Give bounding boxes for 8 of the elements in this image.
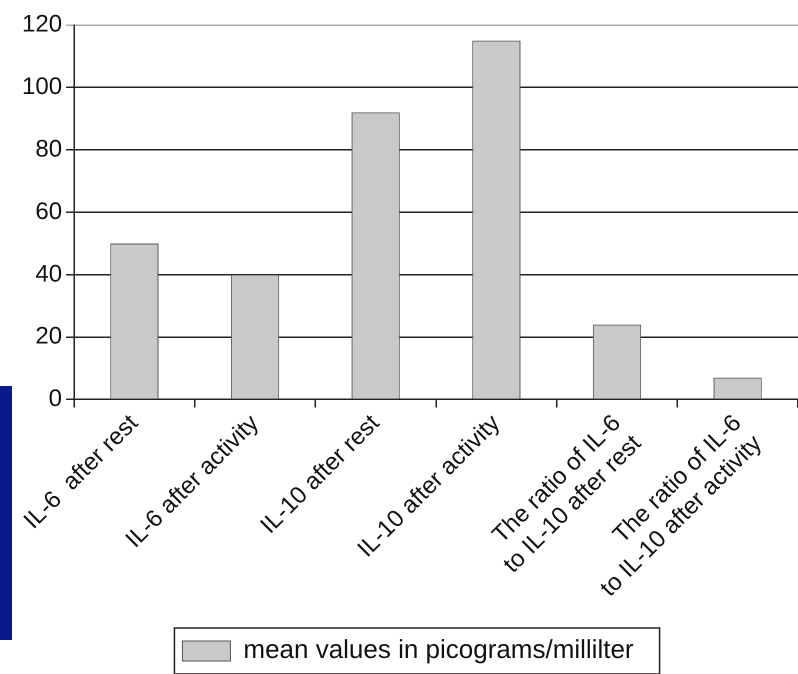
y-tick-label: 20: [35, 322, 62, 350]
y-tick-label: 80: [35, 135, 62, 162]
y-tick-label: 60: [35, 198, 62, 225]
y-tick-label: 100: [22, 73, 62, 100]
legend-label: mean values in picograms/millilter: [243, 634, 634, 664]
y-tick-label: 120: [22, 10, 62, 38]
y-tick-label: 40: [35, 260, 62, 288]
y-tick-label: 0: [48, 385, 62, 412]
